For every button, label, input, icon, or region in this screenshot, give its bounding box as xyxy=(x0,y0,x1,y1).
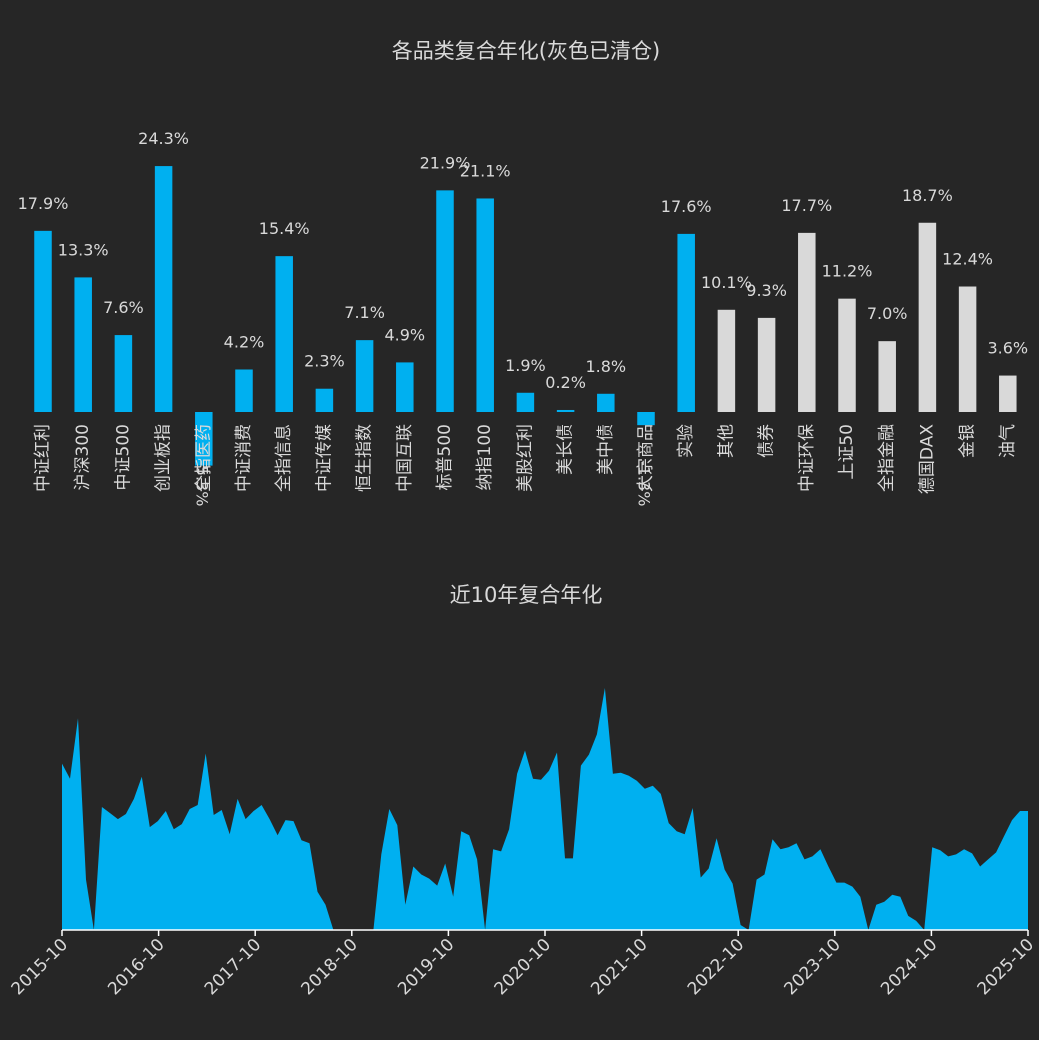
bar-category-label: 全指医药 xyxy=(194,424,214,492)
bar-value-label: 17.7% xyxy=(781,196,832,215)
area-chart: 2015-10 2016-10 2017-10 2018-10 2019-10 2020-… xyxy=(8,688,1038,999)
bar-全指金融 xyxy=(878,341,896,412)
x-tick-label: 2015-10 xyxy=(8,935,72,999)
bar-category-label: 中国互联 xyxy=(395,424,415,492)
bar-category-label: 其他 xyxy=(716,424,736,458)
bar-category-label: 中证消费 xyxy=(234,424,254,492)
bar-value-label: 18.7% xyxy=(902,186,953,205)
bar-category-label: 美长债 xyxy=(556,424,576,475)
bar-value-label: 21.9% xyxy=(420,153,471,172)
bar-category-label: 实验 xyxy=(676,424,696,458)
bar-category-label: 金银 xyxy=(958,424,978,458)
bar-value-label: 17.6% xyxy=(661,197,712,216)
bar-全指医药 xyxy=(195,412,213,466)
bar-value-label: 10.1% xyxy=(701,273,752,292)
x-tick-label: 2017-10 xyxy=(201,935,265,999)
bar-value-label: -1.3% xyxy=(635,460,654,506)
x-tick-label: 2022-10 xyxy=(684,935,748,999)
x-tick-label: 2016-10 xyxy=(104,935,168,999)
bar-category-label: 油气 xyxy=(998,424,1018,458)
bar-中证红利 xyxy=(34,230,52,412)
bar-纳指100 xyxy=(476,198,494,412)
bar-value-label: 4.2% xyxy=(224,332,265,351)
bar-value-label: 15.4% xyxy=(259,219,310,238)
bar-油气 xyxy=(999,375,1017,412)
bar-美长债 xyxy=(556,409,575,412)
bar-沪深300 xyxy=(74,277,92,412)
bar-value-label: 2.3% xyxy=(304,352,345,371)
bar-value-label: 7.1% xyxy=(344,303,385,322)
bar-value-label: 0.2% xyxy=(545,373,586,392)
x-tick-label: 2019-10 xyxy=(394,935,458,999)
bar-chart: 17.9% 中证红利 13.3% 沪深300 7.6% 中证500 24.3% 创业板指 -5.… xyxy=(18,129,1029,506)
bar-value-label: 7.0% xyxy=(867,304,908,323)
bar-category-label: 纳指100 xyxy=(475,424,495,490)
bar-category-label: 中证红利 xyxy=(33,424,53,492)
x-tick-label: 2023-10 xyxy=(781,935,845,999)
bar-category-label: 中证传媒 xyxy=(314,424,334,492)
bar-category-label: 中证环保 xyxy=(797,424,817,492)
bar-value-label: -5.3% xyxy=(192,460,211,506)
bar-category-label: 创业板指 xyxy=(154,424,174,492)
bar-value-label: 3.6% xyxy=(987,339,1028,358)
bar-category-label: 恒生指数 xyxy=(355,424,375,492)
bar-中证环保 xyxy=(798,232,816,412)
bar-chart-title: 各品类复合年化(灰色已清仓) xyxy=(392,39,660,63)
bar-上证50 xyxy=(838,298,856,412)
bar-全指信息 xyxy=(275,256,293,412)
bar-实验 xyxy=(677,233,695,412)
bar-中国互联 xyxy=(396,362,414,412)
bar-德国DAX xyxy=(918,222,937,412)
x-tick-label: 2024-10 xyxy=(877,935,941,999)
bar-value-label: 21.1% xyxy=(460,161,511,180)
bar-美股红利 xyxy=(516,392,535,412)
x-tick-label: 2020-10 xyxy=(491,935,555,999)
bar-标普500 xyxy=(436,190,454,412)
bar-category-label: 全指信息 xyxy=(274,424,294,492)
bar-category-label: 美股红利 xyxy=(515,424,535,492)
bar-value-label: 11.2% xyxy=(822,262,873,281)
bar-美中债 xyxy=(597,393,615,412)
bar-其他 xyxy=(717,309,736,412)
bar-value-label: 1.8% xyxy=(585,357,626,376)
x-tick-label: 2025-10 xyxy=(974,935,1038,999)
bar-债券 xyxy=(757,317,776,412)
area-chart-title: 近10年复合年化 xyxy=(450,583,603,607)
bar-value-label: 17.9% xyxy=(18,194,69,213)
area-series xyxy=(62,688,1028,930)
bar-value-label: 12.4% xyxy=(942,250,993,269)
x-tick-label: 2018-10 xyxy=(298,935,362,999)
x-tick-label: 2021-10 xyxy=(587,935,651,999)
bar-中证消费 xyxy=(235,369,253,412)
bar-中证500 xyxy=(114,335,133,412)
bar-value-label: 24.3% xyxy=(138,129,189,148)
bar-大宗商品 xyxy=(637,412,655,426)
bar-category-label: 全指金融 xyxy=(877,424,897,492)
bar-金银 xyxy=(958,286,977,412)
bar-category-label: 标普500 xyxy=(435,424,455,490)
bar-category-label: 德国DAX xyxy=(917,424,937,494)
bar-category-label: 大宗商品 xyxy=(636,424,656,492)
bar-创业板指 xyxy=(154,166,173,412)
bar-value-label: 4.9% xyxy=(384,325,425,344)
bar-category-label: 沪深300 xyxy=(73,424,93,490)
bar-category-label: 债券 xyxy=(757,424,777,458)
bar-category-label: 美中债 xyxy=(596,424,616,475)
bar-value-label: 13.3% xyxy=(58,240,109,259)
bar-value-label: 1.9% xyxy=(505,356,546,375)
bar-value-label: 7.6% xyxy=(103,298,144,317)
bar-中证传媒 xyxy=(315,388,334,412)
bar-category-label: 上证50 xyxy=(837,424,857,480)
bar-恒生指数 xyxy=(355,340,374,412)
bar-value-label: 9.3% xyxy=(746,281,787,300)
bar-category-label: 中证500 xyxy=(113,424,133,490)
